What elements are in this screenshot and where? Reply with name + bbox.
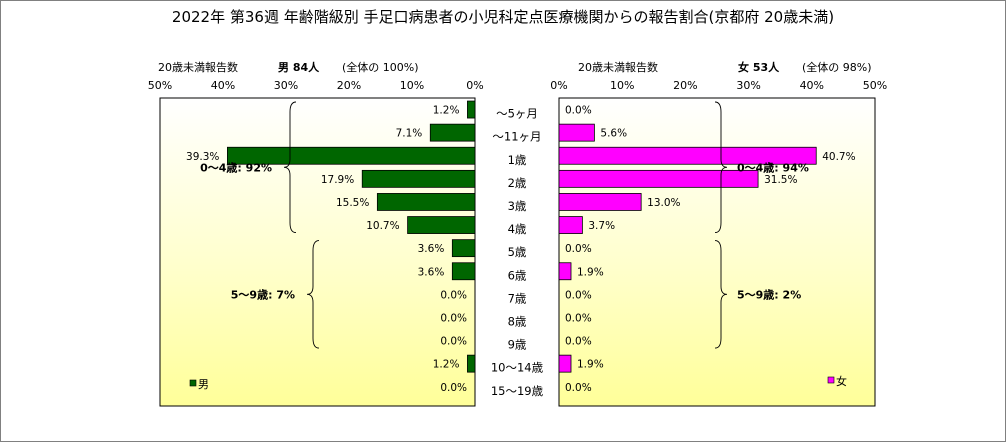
female-bar xyxy=(558,262,572,281)
age-category-label: 1歳 xyxy=(508,153,527,167)
female-data-label: 3.7% xyxy=(588,220,615,232)
male-total: 男 84人 xyxy=(278,60,320,74)
age-category-label: ～11ヶ月 xyxy=(492,130,541,144)
female-data-label: 13.0% xyxy=(647,197,680,209)
male-group-bracket xyxy=(283,101,297,234)
female-legend-swatch xyxy=(827,376,835,384)
age-category-label: 5歳 xyxy=(508,245,527,259)
male-share: (全体の 100%) xyxy=(342,60,419,74)
female-data-label: 0.0% xyxy=(565,243,592,255)
female-count-label: 20歳未満報告数 xyxy=(578,61,658,74)
male-tick-label: 50% xyxy=(148,79,172,92)
male-bar xyxy=(451,262,476,281)
female-tick-label: 30% xyxy=(736,79,760,92)
male-bar xyxy=(407,216,476,234)
chart-title: 2022年 第36週 年齢階級別 手足口病患者の小児科定点医療機関からの報告割合… xyxy=(172,8,834,26)
female-data-label: 0.0% xyxy=(565,289,592,301)
male-bar xyxy=(451,239,476,258)
age-category-label: 6歳 xyxy=(508,268,527,282)
age-category-label: 2歳 xyxy=(508,176,527,190)
female-data-label: 1.9% xyxy=(577,266,604,278)
female-group-bracket xyxy=(714,101,728,234)
male-data-label: 3.6% xyxy=(418,266,445,278)
age-category-label: 9歳 xyxy=(508,338,527,352)
male-legend-label: 男 xyxy=(198,378,209,391)
female-tick-label: 10% xyxy=(610,79,634,92)
female-bar xyxy=(558,193,642,211)
male-data-label: 15.5% xyxy=(336,197,369,209)
female-data-label: 31.5% xyxy=(764,174,797,186)
female-tick-label: 40% xyxy=(800,79,824,92)
male-data-label: 3.6% xyxy=(418,243,445,255)
male-tick-label: 0% xyxy=(466,79,483,92)
female-legend-label: 女 xyxy=(836,374,847,388)
male-bar xyxy=(467,354,476,373)
male-tick-label: 10% xyxy=(400,79,424,92)
male-data-label: 10.7% xyxy=(366,220,399,232)
male-data-label: 39.3% xyxy=(186,151,219,163)
age-category-label: 4歳 xyxy=(508,222,527,236)
male-count-label: 20歳未満報告数 xyxy=(158,61,238,74)
male-data-label: 0.0% xyxy=(440,289,467,301)
male-data-label: 1.2% xyxy=(433,359,460,371)
female-group-label: 0～4歳: 94% xyxy=(737,160,809,174)
male-bar xyxy=(227,146,476,165)
female-bar xyxy=(558,216,583,234)
female-data-label: 0.0% xyxy=(565,336,592,348)
female-data-label: 1.9% xyxy=(577,359,604,371)
male-group-bracket xyxy=(306,240,320,349)
age-category-label: 15～19歳 xyxy=(491,384,544,398)
female-bar xyxy=(558,146,817,165)
female-data-label: 0.0% xyxy=(565,312,592,324)
male-group-label: 0～4歳: 92% xyxy=(200,160,272,174)
male-group-label: 5～9歳: 7% xyxy=(231,287,295,301)
female-group-bracket xyxy=(714,240,728,349)
age-category-label: ～5ヶ月 xyxy=(496,107,538,121)
female-bar xyxy=(558,123,595,142)
female-share: (全体の 98%) xyxy=(802,60,872,74)
male-bar xyxy=(376,193,476,211)
male-bar xyxy=(467,100,476,119)
age-category-label: 3歳 xyxy=(508,199,527,213)
female-data-label: 0.0% xyxy=(565,105,592,117)
female-group-label: 5～9歳: 2% xyxy=(737,287,801,301)
age-category-label: 8歳 xyxy=(508,314,527,328)
female-data-label: 40.7% xyxy=(822,151,855,163)
female-tick-label: 20% xyxy=(673,79,697,92)
female-tick-label: 50% xyxy=(863,79,887,92)
male-data-label: 0.0% xyxy=(440,312,467,324)
male-data-label: 0.0% xyxy=(440,382,467,394)
age-category-label: 10～14歳 xyxy=(491,361,544,375)
male-data-label: 1.2% xyxy=(433,105,460,117)
male-tick-label: 30% xyxy=(274,79,298,92)
male-data-label: 0.0% xyxy=(440,336,467,348)
female-data-label: 0.0% xyxy=(565,382,592,394)
male-tick-label: 20% xyxy=(337,79,361,92)
female-total: 女 53人 xyxy=(738,60,780,74)
male-tick-label: 40% xyxy=(211,79,235,92)
male-data-label: 7.1% xyxy=(396,128,423,140)
female-bar xyxy=(558,354,572,373)
age-category-label: 7歳 xyxy=(508,291,527,305)
female-bar xyxy=(558,169,759,188)
female-tick-label: 0% xyxy=(550,79,567,92)
female-data-label: 5.6% xyxy=(600,128,627,140)
male-data-label: 17.9% xyxy=(321,174,354,186)
male-bar xyxy=(429,123,476,142)
male-bar xyxy=(361,169,476,188)
female-plot-area xyxy=(558,97,876,407)
male-legend-swatch xyxy=(189,379,197,387)
